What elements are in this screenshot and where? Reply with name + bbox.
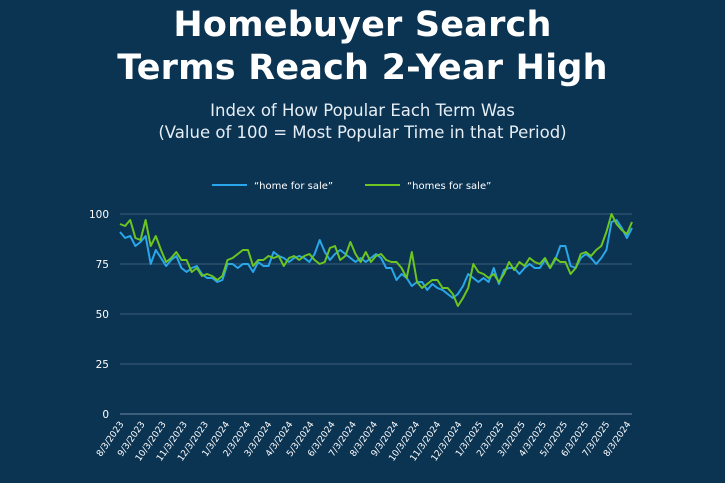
y-tick-label: 0 bbox=[102, 409, 109, 421]
y-tick-label: 75 bbox=[96, 259, 109, 271]
series-lines bbox=[119, 213, 633, 307]
chart-subtitle-line-1: Index of How Popular Each Term Was bbox=[210, 101, 515, 120]
chart-title-line-1: Homebuyer Search bbox=[173, 5, 552, 45]
x-axis: 8/3/20239/3/202310/3/202311/3/202312/3/2… bbox=[95, 420, 634, 464]
y-axis: 0 25 50 75 100 bbox=[89, 209, 109, 421]
y-tick-label: 100 bbox=[89, 209, 109, 221]
y-tick-label: 50 bbox=[96, 309, 109, 321]
series-line-homes-for-sale bbox=[119, 213, 633, 307]
y-tick-label: 25 bbox=[96, 359, 109, 371]
legend: “home for sale” “homes for sale” bbox=[212, 181, 491, 192]
chart-title-line-2: Terms Reach 2-Year High bbox=[117, 48, 608, 88]
gridlines bbox=[120, 213, 632, 415]
legend-label-homes-for-sale: “homes for sale” bbox=[407, 181, 491, 192]
chart-subtitle-line-2: (Value of 100 = Most Popular Time in tha… bbox=[158, 123, 567, 142]
legend-label-home-for-sale: “home for sale” bbox=[254, 181, 333, 192]
